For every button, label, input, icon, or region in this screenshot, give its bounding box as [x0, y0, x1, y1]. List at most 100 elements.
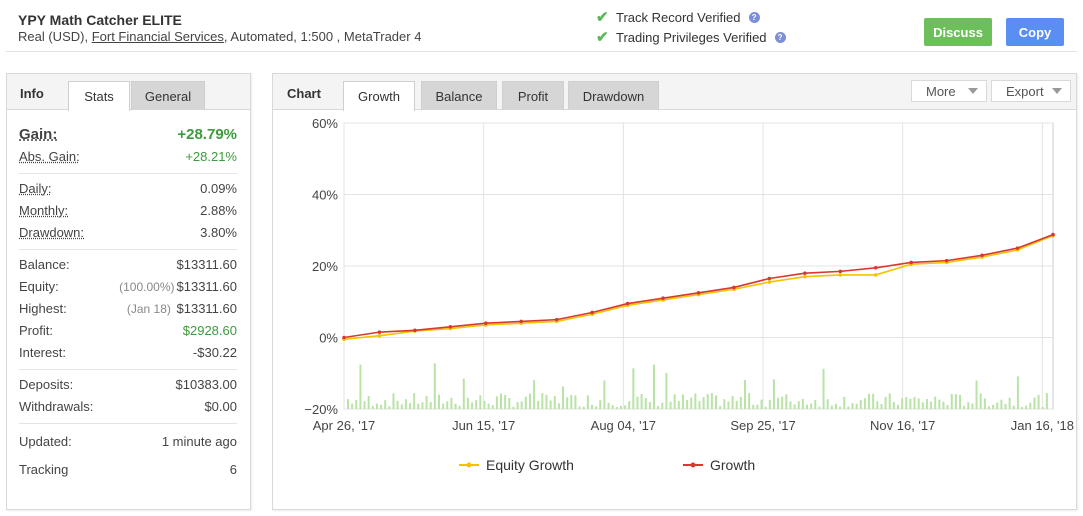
daily-bar [905, 397, 908, 409]
chart-tabbar: Chart Growth Balance Profit Drawdown Mor… [273, 74, 1076, 111]
daily-bar [392, 393, 395, 409]
daily-bar [996, 402, 999, 409]
account-subtitle: Real (USD), Fort Financial Services, Aut… [18, 29, 421, 44]
daily-bar [673, 394, 676, 409]
withdrawals-label: Withdrawals: [19, 398, 94, 414]
daily-bar [888, 393, 891, 409]
deposits-group: Deposits: $10383.00 Withdrawals: $0.00 [19, 370, 237, 424]
daily-bar [471, 402, 474, 409]
daily-bar [388, 406, 391, 409]
x-tick-label: Jan 16, '18 [1011, 418, 1074, 433]
series-point [519, 319, 524, 324]
track-record-label: Track Record Verified [616, 9, 741, 25]
daily-bar [466, 397, 469, 409]
x-axis-labels: Apr 26, '17 Jun 15, '17 Aug 04, '17 Sep 25,… [313, 418, 1074, 433]
daily-bar [777, 397, 780, 409]
daily-bar [954, 394, 957, 409]
daily-bar [735, 400, 738, 409]
updated-value: 1 minute ago [161, 433, 237, 449]
equity-label: Equity: [19, 278, 59, 294]
more-label: More [926, 83, 956, 99]
daily-bar [520, 401, 523, 409]
daily-bar [479, 395, 482, 409]
x-tick-label: Jun 15, '17 [452, 418, 515, 433]
help-icon[interactable]: ? [748, 11, 760, 23]
y-tick-label: 40% [312, 188, 338, 203]
daily-bar [533, 380, 536, 409]
daily-bar [632, 368, 635, 409]
series-point [1015, 246, 1020, 250]
stats-list: Gain: +28.79% Abs. Gain: +28.21% Daily: … [19, 120, 237, 489]
daily-bar [508, 398, 511, 409]
tab-general[interactable]: General [131, 81, 205, 110]
broker-link[interactable]: Fort Financial Services [91, 29, 224, 44]
discuss-button[interactable]: Discuss [924, 18, 992, 46]
series-point [413, 328, 417, 333]
daily-bar [1004, 403, 1007, 409]
daily-bar [409, 403, 412, 409]
account-header: YPY Math Catcher ELITE Real (USD), Fort … [6, 4, 1077, 52]
copy-button[interactable]: Copy [1006, 18, 1064, 46]
daily-bar [843, 396, 846, 409]
daily-bar [706, 394, 709, 409]
daily-bar [599, 400, 602, 409]
series-point [803, 274, 807, 279]
daily-bar [830, 405, 833, 409]
daily-bar [884, 396, 887, 409]
tab-profit[interactable]: Profit [502, 81, 564, 110]
trading-privileges-label: Trading Privileges Verified [616, 29, 767, 45]
balance-row: Balance: $13311.60 [19, 253, 237, 275]
daily-bar [727, 401, 730, 409]
tab-growth[interactable]: Growth [343, 81, 415, 111]
tab-stats[interactable]: Stats [68, 81, 130, 111]
x-tick-label: Sep 25, '17 [730, 418, 795, 433]
daily-bar [975, 380, 978, 409]
drawdown-label: Drawdown: [19, 224, 85, 240]
tab-drawdown[interactable]: Drawdown [568, 81, 659, 110]
series-point [625, 301, 630, 306]
daily-bar [1025, 405, 1028, 409]
daily-bar [789, 401, 792, 409]
daily-bar [772, 379, 775, 409]
daily-bar [681, 394, 684, 409]
monthly-row: Monthly: 2.88% [19, 199, 237, 221]
series-point [1051, 232, 1055, 237]
daily-bar [834, 403, 837, 409]
daily-bar [938, 399, 941, 409]
daily-bar [950, 394, 953, 409]
daily-bar [702, 397, 705, 409]
daily-bar [487, 403, 490, 409]
daily-bar [433, 363, 436, 409]
daily-bar [677, 401, 680, 409]
y-tick-label: −20% [304, 402, 338, 417]
daily-bar [619, 405, 622, 409]
growth-chart[interactable]: 60% 40% 20% 0% −20% Apr 26, '17 Jun 15, '17 Au… [273, 111, 1076, 509]
daily-bar [582, 406, 585, 409]
daily-bar [719, 405, 722, 409]
more-dropdown[interactable]: More [911, 80, 987, 102]
highest-value: $13311.60 [176, 300, 238, 316]
daily-bar [992, 404, 995, 409]
equity-row: Equity: (100.00%) $13311.60 [19, 275, 237, 297]
highest-date: (Jan 18) [126, 301, 171, 316]
daily-bar [454, 403, 457, 409]
tracking-row: Tracking 6 [19, 455, 237, 483]
chart-grid [343, 122, 1054, 410]
tab-balance[interactable]: Balance [421, 81, 497, 110]
daily-bar [764, 406, 767, 409]
daily-bar [375, 403, 378, 409]
balance-label: Balance: [19, 256, 70, 272]
export-dropdown[interactable]: Export [991, 80, 1071, 102]
daily-label: Daily: [19, 180, 52, 196]
daily-bar [921, 402, 924, 409]
daily-bar [640, 393, 643, 409]
daily-bar [450, 397, 453, 409]
help-icon[interactable]: ? [774, 31, 786, 43]
series-point [803, 271, 807, 275]
chart-legend[interactable]: Equity Growth Growth [459, 457, 755, 473]
daily-bar [549, 400, 552, 409]
account-type: Real (USD), [18, 29, 89, 44]
daily-bar [723, 399, 726, 409]
updated-row: Updated: 1 minute ago [19, 427, 237, 455]
series-point [873, 265, 878, 270]
